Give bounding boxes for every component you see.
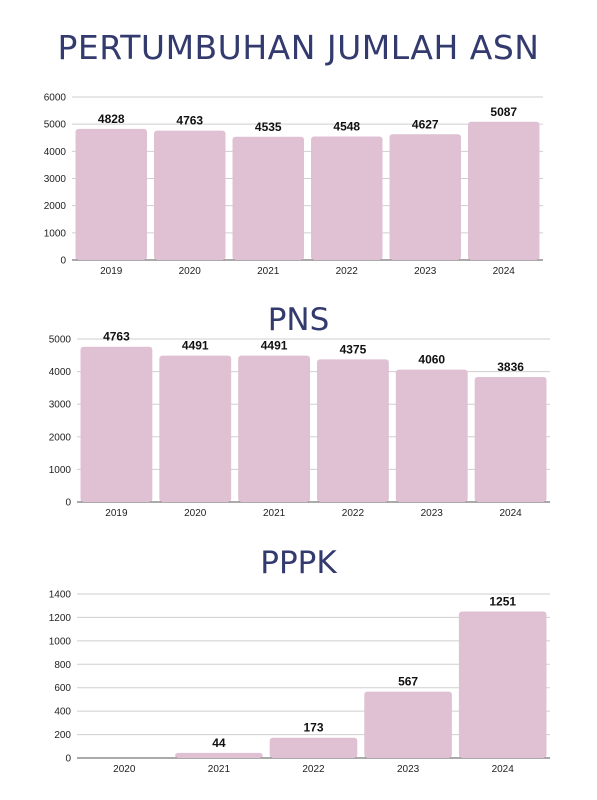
asn-y-tick-label: 6000 — [44, 93, 67, 104]
pppk-y-tick-label: 800 — [54, 660, 71, 671]
pppk-bar — [175, 752, 263, 758]
pns-y-tick-label: 2000 — [49, 432, 72, 443]
pppk-y-tick-label: 1000 — [49, 636, 72, 647]
asn-y-tick-label: 4000 — [44, 147, 67, 158]
asn-bar — [75, 128, 147, 260]
pns-x-tick-label: 2022 — [342, 508, 365, 519]
asn-x-tick-label: 2024 — [493, 266, 516, 277]
pppk-y-tick-label: 600 — [54, 683, 71, 694]
pppk-x-tick-label: 2021 — [208, 764, 231, 775]
pns-data-label: 4375 — [340, 342, 367, 356]
pns-data-label: 4763 — [103, 330, 130, 344]
asn-data-label: 4548 — [333, 119, 360, 133]
asn-x-tick-label: 2023 — [414, 266, 437, 277]
pppk-data-label: 44 — [212, 736, 226, 750]
asn-x-tick-label: 2020 — [179, 266, 202, 277]
asn-y-tick-label: 2000 — [44, 201, 67, 212]
pns-bar-chart: 0 1000 2000 3000 4000 5000 4763 2019 4491 2020 449… — [49, 330, 550, 519]
pns-data-label: 4491 — [182, 339, 209, 353]
pns-y-tick-label: 5000 — [49, 335, 72, 346]
pns-x-tick-label: 2021 — [263, 508, 286, 519]
pppk-y-tick-label: 0 — [65, 754, 71, 765]
asn-data-label: 4763 — [176, 114, 203, 128]
pppk-bar-chart: 0 200 400 600 800 1000 1200 1400 2020 44 2021 173 20… — [49, 590, 550, 775]
pppk-y-tick-label: 400 — [54, 707, 71, 718]
pppk-x-tick-label: 2024 — [492, 764, 515, 775]
pppk-x-tick-label: 2022 — [302, 764, 325, 775]
pns-bar — [159, 355, 232, 502]
pppk-y-tick-label: 1200 — [49, 613, 72, 624]
pppk-bar — [458, 611, 547, 758]
pns-data-label: 4491 — [261, 339, 288, 353]
asn-data-label: 4828 — [98, 112, 125, 126]
chart-title-asn: PERTUMBUHAN JUMLAH ASN — [57, 28, 540, 67]
pns-x-tick-label: 2020 — [184, 508, 207, 519]
pns-bar — [474, 376, 547, 502]
asn-x-tick-label: 2021 — [257, 266, 280, 277]
pppk-x-tick-label: 2020 — [113, 764, 136, 775]
pns-y-tick-label: 1000 — [49, 465, 72, 476]
pppk-data-label: 1251 — [489, 594, 516, 608]
asn-y-tick-label: 1000 — [44, 228, 67, 239]
asn-bar-chart: 0 1000 2000 3000 4000 5000 6000 4828 2019 4763 202… — [44, 93, 543, 277]
pppk-bar — [364, 691, 452, 758]
pns-y-tick-label: 3000 — [49, 400, 72, 411]
pns-y-tick-label: 0 — [65, 498, 71, 509]
asn-data-label: 4535 — [255, 120, 282, 134]
pppk-bar — [269, 737, 358, 758]
pns-bar — [317, 359, 389, 502]
pns-y-tick-label: 4000 — [49, 367, 72, 378]
pns-x-tick-label: 2019 — [105, 508, 128, 519]
asn-data-label: 5087 — [490, 105, 517, 119]
pppk-y-tick-label: 1400 — [49, 590, 72, 601]
asn-y-tick-label: 5000 — [44, 120, 67, 131]
pns-bar — [80, 346, 153, 502]
asn-bar — [232, 136, 304, 260]
asn-y-tick-label: 3000 — [44, 174, 67, 185]
asn-data-label: 4627 — [412, 117, 439, 131]
pppk-data-label: 173 — [303, 721, 323, 735]
asn-bar — [154, 130, 226, 260]
asn-y-tick-label: 0 — [60, 256, 66, 267]
chart-title-pns: PNS — [267, 302, 330, 338]
pns-data-label: 4060 — [418, 353, 445, 367]
pppk-y-tick-label: 200 — [54, 730, 71, 741]
asn-bar — [389, 134, 461, 260]
asn-x-tick-label: 2019 — [100, 266, 123, 277]
pppk-data-label: 567 — [398, 675, 418, 689]
asn-x-tick-label: 2022 — [336, 266, 359, 277]
pns-bar — [395, 369, 468, 502]
asn-bar — [311, 136, 383, 260]
pns-x-tick-label: 2023 — [421, 508, 444, 519]
pppk-x-tick-label: 2023 — [397, 764, 420, 775]
pns-x-tick-label: 2024 — [499, 508, 522, 519]
chart-title-pppk: PPPK — [260, 545, 337, 581]
pns-data-label: 3836 — [497, 360, 524, 374]
asn-bar — [468, 121, 540, 260]
pns-bar — [238, 355, 310, 502]
